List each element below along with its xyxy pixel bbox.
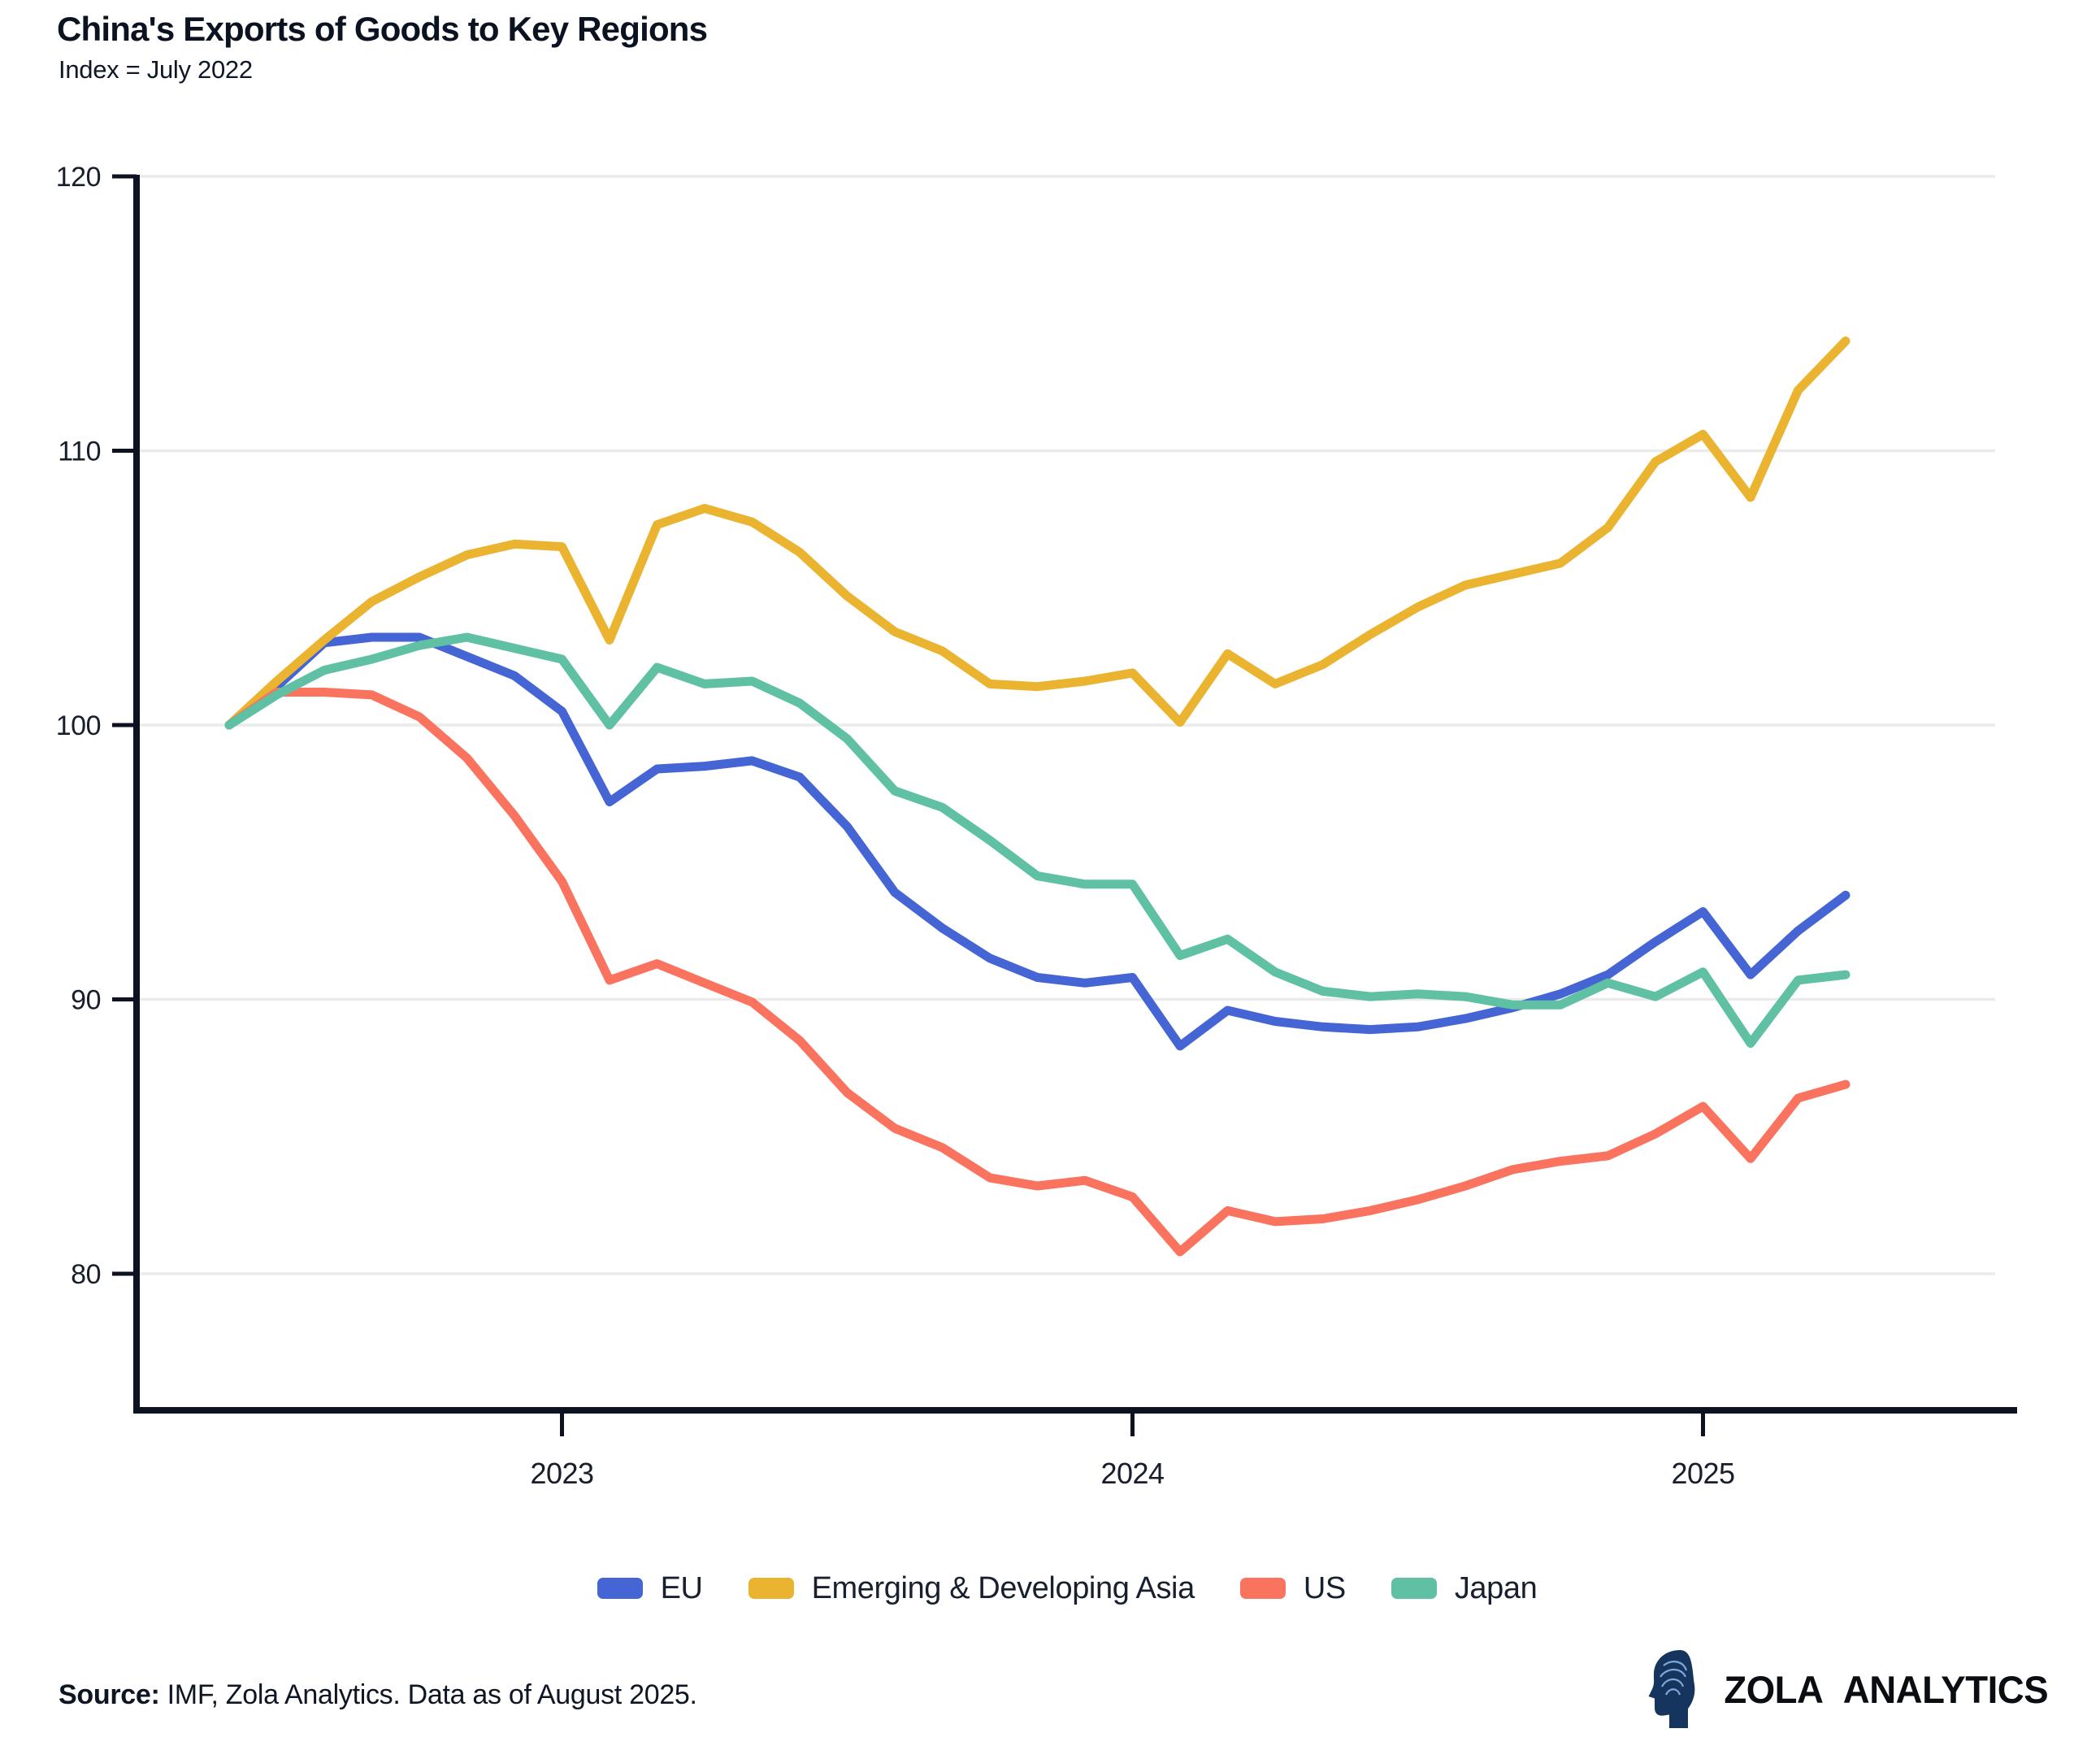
- chart-title: China's Exports of Goods to Key Regions: [57, 10, 708, 48]
- legend-label-eu: EU: [660, 1570, 703, 1605]
- x-tick-label: 2023: [530, 1457, 593, 1490]
- legend-item-us: US: [1239, 1570, 1346, 1606]
- gridlines: [137, 175, 1995, 1275]
- x-axis-ticks: 2023 2024 2025: [530, 1410, 1735, 1490]
- legend-label-emerging-developing-asia: Emerging & Developing Asia: [811, 1570, 1195, 1605]
- y-tick-label: 100: [56, 710, 101, 741]
- source-text: IMF, Zola Analytics. Data as of August 2…: [159, 1679, 697, 1710]
- y-tick-label: 110: [58, 436, 101, 467]
- japan-swatch-icon: [1391, 1578, 1437, 1599]
- fingerprint-lines: [1659, 1661, 1687, 1696]
- series-lines: [224, 337, 1851, 1257]
- legend-label-japan: Japan: [1454, 1570, 1538, 1605]
- brand-name: ZOLA ANALYTICS: [1724, 1667, 2048, 1711]
- source-note: Source: IMF, Zola Analytics. Data as of …: [59, 1679, 697, 1711]
- eu-line: [224, 632, 1851, 1051]
- y-tick-label: 120: [56, 162, 101, 193]
- legend-item-japan: Japan: [1391, 1571, 1538, 1606]
- emerging-developing-asia-swatch-icon: [748, 1578, 794, 1599]
- x-tick-label: 2025: [1671, 1457, 1734, 1490]
- x-tick-label: 2024: [1100, 1457, 1164, 1490]
- source-label: Source:: [59, 1679, 160, 1710]
- axes: [133, 175, 2017, 1414]
- eu-swatch-icon: [597, 1578, 643, 1599]
- brand-logo: ZOLA ANALYTICS: [1647, 1648, 2048, 1730]
- chart-subtitle: Index = July 2022: [59, 55, 253, 84]
- legend-item-eu: EU: [597, 1571, 703, 1606]
- us-line: [224, 688, 1851, 1257]
- japan-line: [224, 632, 1851, 1048]
- y-tick-label: 80: [71, 1259, 101, 1290]
- y-axis-ticks: 120 110 100 90 80: [56, 162, 137, 1290]
- head-logo-icon: [1648, 1650, 1695, 1728]
- legend: EU Emerging & Developing Asia US Japan: [137, 1567, 1998, 1609]
- legend-item-emerging-developing-asia: Emerging & Developing Asia: [748, 1571, 1195, 1606]
- emerging-developing-asia-line: [224, 337, 1851, 730]
- legend-label-us: US: [1303, 1570, 1346, 1605]
- us-swatch-icon: [1239, 1578, 1286, 1599]
- y-tick-label: 90: [71, 985, 101, 1016]
